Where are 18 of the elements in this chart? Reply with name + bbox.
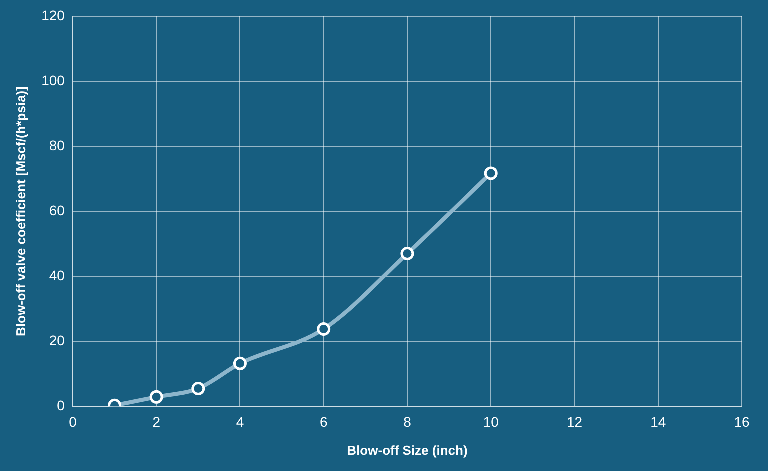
- x-tick-label: 10: [483, 414, 500, 430]
- x-tick-label: 4: [236, 414, 244, 430]
- y-tick-label: 100: [42, 72, 66, 88]
- y-axis-title: Blow-off valve coefficient [Mscf/(h*psia)]: [13, 86, 28, 336]
- x-tick-label: 14: [650, 414, 666, 430]
- x-axis-title: Blow-off Size (inch): [347, 442, 468, 458]
- y-tick-label: 120: [42, 7, 66, 24]
- x-tick-label: 6: [320, 414, 328, 430]
- x-tick-label: 12: [566, 414, 583, 430]
- x-tick-label: 2: [152, 414, 161, 430]
- y-tick-label: 20: [49, 332, 66, 348]
- x-tick-label: 0: [69, 414, 78, 430]
- x-tick-label: 8: [404, 414, 412, 430]
- y-tick-label: 40: [49, 267, 66, 284]
- y-tick-label: 60: [49, 202, 66, 218]
- y-tick-label: 80: [49, 137, 66, 154]
- x-tick-label: 16: [734, 414, 750, 430]
- y-tick-label: 0: [57, 397, 66, 414]
